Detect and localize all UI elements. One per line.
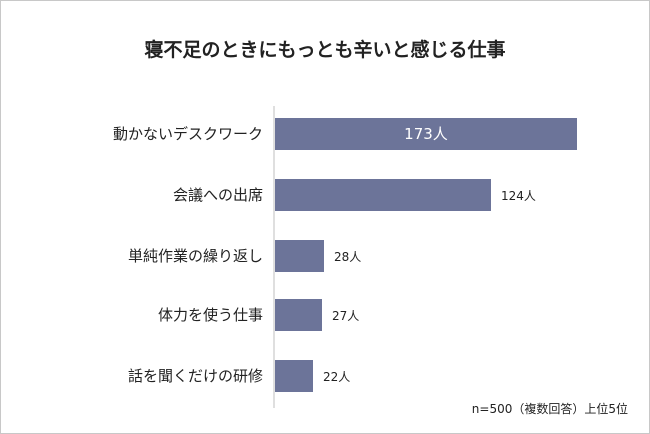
category-label: 単純作業の繰り返し (128, 247, 263, 265)
data-label: 27人 (332, 309, 359, 323)
category-label: 動かないデスクワーク (113, 125, 263, 143)
category-label: 体力を使う仕事 (158, 306, 263, 324)
chart-title: 寝不足のときにもっとも辛いと感じる仕事 (144, 38, 505, 61)
bar (275, 299, 322, 331)
sample-note: n=500（複数回答）上位5位 (472, 401, 628, 416)
category-label: 話を聞くだけの研修 (128, 367, 263, 385)
data-label: 124人 (501, 189, 536, 203)
category-label: 会議への出席 (173, 186, 263, 204)
bar (275, 179, 491, 211)
bar (275, 240, 324, 272)
data-label: 22人 (323, 370, 350, 384)
data-label: 173人 (404, 125, 448, 143)
bar (275, 118, 577, 150)
bar (275, 360, 313, 392)
data-label: 28人 (334, 250, 361, 264)
